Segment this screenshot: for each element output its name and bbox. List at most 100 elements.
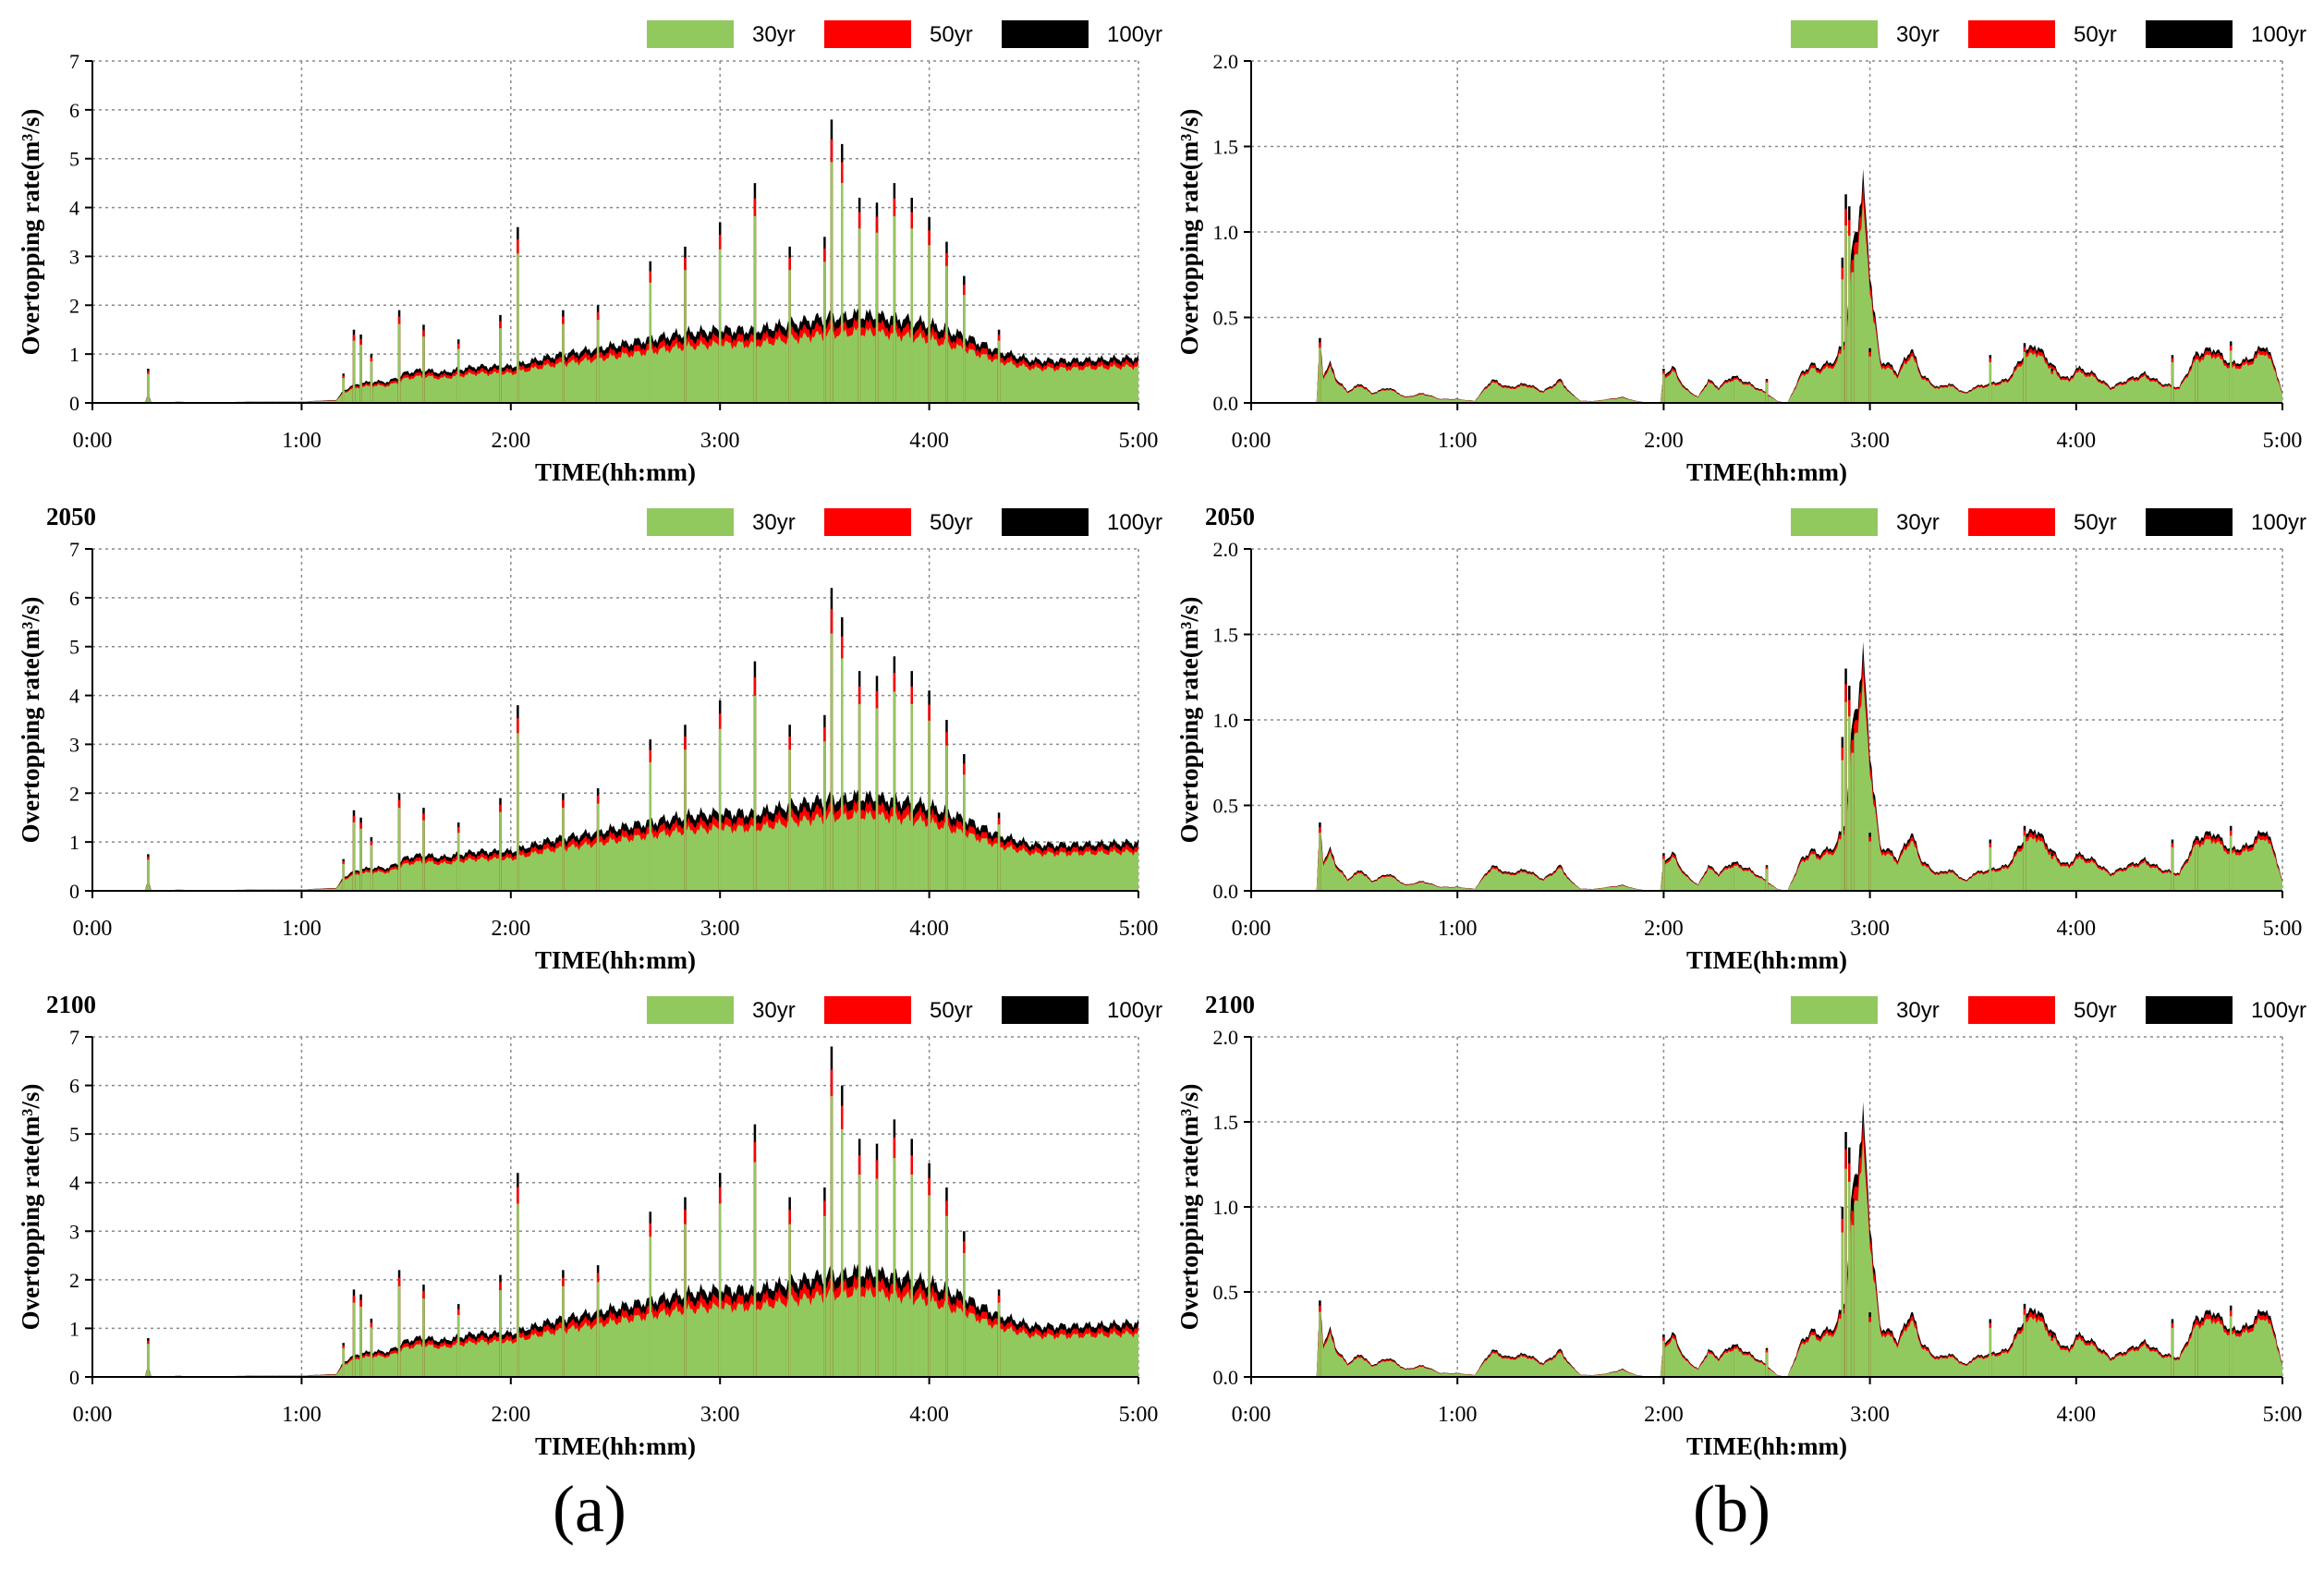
x-tick-label: 5:00 [2263, 917, 2303, 941]
legend-label-100yr: 100yr [2251, 22, 2306, 47]
chart-a-2050: 0 1 2 3 4 5 6 7 0:00 1:00 2:00 3:00 4:00 5:00 TIME(hh:… [17, 503, 1162, 974]
y-axis-label: Overtopping rate(m³/s) [17, 597, 44, 844]
x-tick-label: 2:00 [1644, 917, 1684, 941]
x-tick-label: 0:00 [73, 429, 113, 453]
y-tick-label: 6 [69, 1075, 79, 1098]
x-tick-label: 5:00 [1119, 917, 1159, 941]
x-tick-label: 1:00 [1438, 429, 1478, 453]
series-30yr-area [92, 810, 1138, 891]
legend-swatch-50yr [1968, 996, 2055, 1024]
x-tick-label: 0:00 [73, 1403, 113, 1427]
series-100yr-area [1251, 641, 2282, 891]
y-tick-label: 0.0 [1213, 1366, 1239, 1389]
y-tick-label: 0 [69, 1366, 79, 1389]
x-tick-label: 0:00 [1232, 429, 1272, 453]
x-tick-label: 5:00 [2263, 1403, 2303, 1427]
y-tick-label: 3 [69, 733, 79, 756]
legend-swatch-100yr [1002, 996, 1089, 1024]
y-tick-label: 7 [69, 1026, 79, 1049]
x-tick-label: 3:00 [700, 429, 740, 453]
series-30yr-area [1251, 674, 2282, 891]
y-tick-label: 0.0 [1213, 880, 1239, 903]
y-axis-label: Overtopping rate(m³/s) [17, 109, 44, 356]
x-axis-label: TIME(hh:mm) [535, 1432, 696, 1460]
x-tick-label: 4:00 [909, 429, 949, 453]
x-tick-label: 2:00 [1644, 429, 1684, 453]
y-tick-label: 0 [69, 392, 79, 415]
chart-title: 2100 [1205, 991, 1255, 1018]
legend-label-50yr: 50yr [930, 22, 973, 47]
legend-label-30yr: 30yr [1896, 998, 1940, 1023]
y-tick-label: 5 [69, 1123, 79, 1146]
legend-label-30yr: 30yr [752, 998, 796, 1023]
x-tick-label: 0:00 [1232, 1403, 1272, 1427]
chart-a-2100: 0 1 2 3 4 5 6 7 0:00 1:00 2:00 3:00 4:00 5:00 TIME(hh:… [17, 991, 1162, 1460]
x-tick-label: 3:00 [700, 1403, 740, 1427]
chart-title: 2050 [46, 503, 96, 530]
legend-swatch-50yr [824, 996, 911, 1024]
legend-swatch-30yr [1791, 508, 1878, 536]
series-100yr-area [1251, 1102, 2282, 1377]
y-tick-label: 2 [69, 1269, 79, 1292]
y-axis-label: Overtopping rate(m³/s) [17, 1084, 44, 1331]
x-axis-label: TIME(hh:mm) [1686, 1432, 1847, 1460]
x-tick-label: 1:00 [282, 429, 322, 453]
y-tick-label: 1.0 [1213, 709, 1239, 732]
y-tick-label: 7 [69, 538, 79, 561]
x-tick-label: 5:00 [1119, 429, 1159, 453]
series-30yr-area [92, 1285, 1138, 1377]
y-tick-label: 1.0 [1213, 1196, 1239, 1219]
x-axis-label: TIME(hh:mm) [535, 946, 696, 974]
legend-label-50yr: 50yr [2074, 22, 2117, 47]
y-axis-label: Overtopping rate(m³/s) [1175, 1084, 1203, 1331]
y-tick-label: 2.0 [1213, 538, 1239, 561]
x-tick-label: 1:00 [1438, 917, 1478, 941]
x-tick-label: 3:00 [1850, 917, 1890, 941]
y-tick-label: 2.0 [1213, 50, 1239, 73]
y-tick-label: 2.0 [1213, 1026, 1239, 1049]
y-axis-label: Overtopping rate(m³/s) [1175, 109, 1203, 356]
y-tick-label: 1 [69, 1317, 79, 1340]
legend-label-100yr: 100yr [1107, 22, 1162, 47]
chart-b-present: 0.0 0.5 1.0 1.5 2.0 0:00 1:00 2:00 3:00 4:00 5:00 T… [1175, 20, 2306, 486]
panel-label-b: (b) [1693, 1472, 1770, 1546]
legend-label-30yr: 30yr [752, 22, 796, 47]
y-tick-label: 3 [69, 1220, 79, 1243]
y-tick-label: 1.5 [1213, 624, 1239, 647]
x-tick-label: 4:00 [2056, 429, 2096, 453]
x-tick-label: 1:00 [1438, 1403, 1478, 1427]
legend-swatch-100yr [2146, 508, 2233, 536]
series-50yr-area [1251, 183, 2282, 403]
legend-label-100yr: 100yr [2251, 998, 2306, 1023]
chart-title: 2050 [1205, 503, 1255, 530]
y-tick-label: 1.5 [1213, 136, 1239, 159]
x-tick-label: 3:00 [1850, 429, 1890, 453]
x-tick-label: 4:00 [909, 1403, 949, 1427]
y-tick-label: 2 [69, 782, 79, 805]
series-50yr-area [1251, 656, 2282, 891]
legend-label-50yr: 50yr [2074, 998, 2117, 1023]
x-tick-label: 2:00 [491, 1403, 530, 1427]
legend-label-50yr: 50yr [2074, 510, 2117, 535]
series-30yr-area [92, 326, 1138, 403]
x-tick-label: 5:00 [2263, 429, 2303, 453]
y-axis-label: Overtopping rate(m³/s) [1175, 597, 1203, 844]
legend-swatch-50yr [1968, 508, 2055, 536]
y-tick-label: 5 [69, 636, 79, 659]
x-tick-label: 4:00 [909, 917, 949, 941]
legend-label-30yr: 30yr [1896, 22, 1940, 47]
y-tick-label: 4 [69, 197, 79, 220]
y-tick-label: 1.5 [1213, 1111, 1239, 1134]
y-tick-label: 1 [69, 343, 79, 366]
legend-swatch-50yr [1968, 20, 2055, 48]
x-tick-label: 3:00 [700, 917, 740, 941]
x-tick-label: 2:00 [491, 429, 530, 453]
legend-swatch-100yr [2146, 996, 2233, 1024]
x-tick-label: 2:00 [491, 917, 530, 941]
y-tick-label: 0.0 [1213, 392, 1239, 415]
legend-swatch-30yr [1791, 996, 1878, 1024]
y-tick-label: 4 [69, 685, 79, 708]
legend-label-100yr: 100yr [1107, 998, 1162, 1023]
x-tick-label: 1:00 [282, 1403, 322, 1427]
chart-title: 2100 [46, 991, 96, 1018]
